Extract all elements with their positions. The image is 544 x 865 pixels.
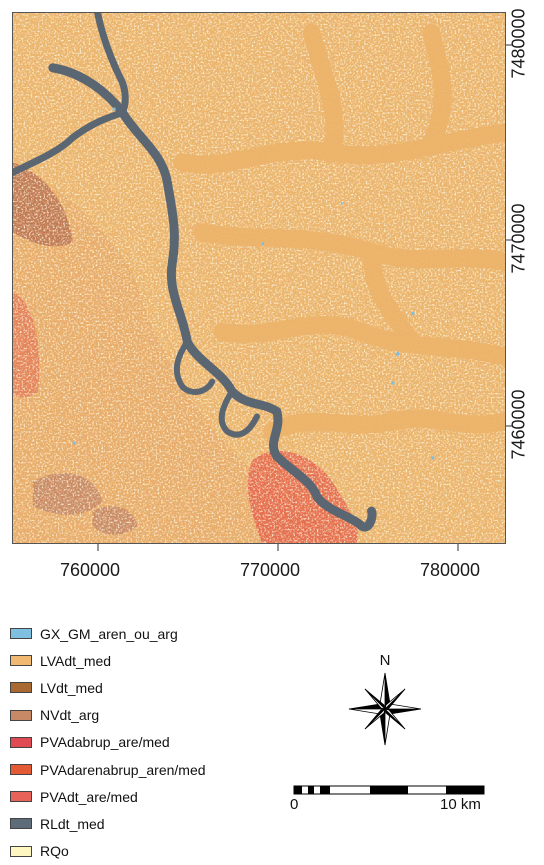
legend-swatch [10, 764, 32, 776]
legend-item: LVdt_med [10, 674, 206, 701]
legend-item: RQo [10, 838, 206, 865]
legend-item: PVAdarenabrup_aren/med [10, 756, 206, 783]
legend-label: NVdt_arg [40, 707, 100, 724]
y-tick-label: 7470000 [508, 203, 529, 274]
x-tick-label: 760000 [60, 560, 121, 580]
north-label: N [379, 652, 391, 669]
legend-label: PVAdarenabrup_aren/med [40, 761, 206, 778]
x-tick-label: 780000 [420, 560, 481, 580]
legend-swatch [10, 845, 32, 857]
legend-item: PVAdt_are/med [10, 783, 206, 810]
legend-item: GX_GM_aren_ou_arg [10, 620, 206, 647]
legend: GX_GM_aren_ou_arg LVAdt_med LVdt_med NVd… [10, 620, 206, 865]
legend-swatch [10, 682, 32, 694]
legend-swatch [10, 791, 32, 803]
soil-map-raster [13, 13, 505, 543]
legend-swatch [10, 736, 32, 748]
legend-item: NVdt_arg [10, 702, 206, 729]
legend-label: LVdt_med [40, 679, 103, 696]
legend-label: RQo [40, 843, 69, 860]
legend-swatch [10, 709, 32, 721]
legend-label: RLdt_med [40, 815, 105, 832]
legend-label: GX_GM_aren_ou_arg [40, 625, 178, 642]
scale-bar: 0 10 km [290, 784, 490, 824]
x-tick-label: 770000 [240, 560, 301, 580]
north-arrow: N [346, 652, 424, 748]
y-tick-label: 7480000 [508, 8, 529, 79]
legend-item: LVAdt_med [10, 647, 206, 674]
legend-swatch [10, 628, 32, 640]
legend-item: RLdt_med [10, 810, 206, 837]
legend-swatch [10, 655, 32, 667]
legend-label: LVAdt_med [40, 652, 112, 669]
y-tick-label: 7460000 [508, 389, 529, 460]
scale-bar-start-label: 0 [290, 796, 299, 813]
legend-swatch [10, 818, 32, 830]
legend-item: PVAdabrup_are/med [10, 729, 206, 756]
legend-label: PVAdt_are/med [40, 788, 138, 805]
scale-bar-graphic [293, 785, 485, 795]
compass-rose-icon [348, 672, 422, 746]
soil-map [12, 12, 506, 544]
scale-bar-end-label: 10 km [440, 796, 481, 813]
legend-label: PVAdabrup_are/med [40, 734, 170, 751]
